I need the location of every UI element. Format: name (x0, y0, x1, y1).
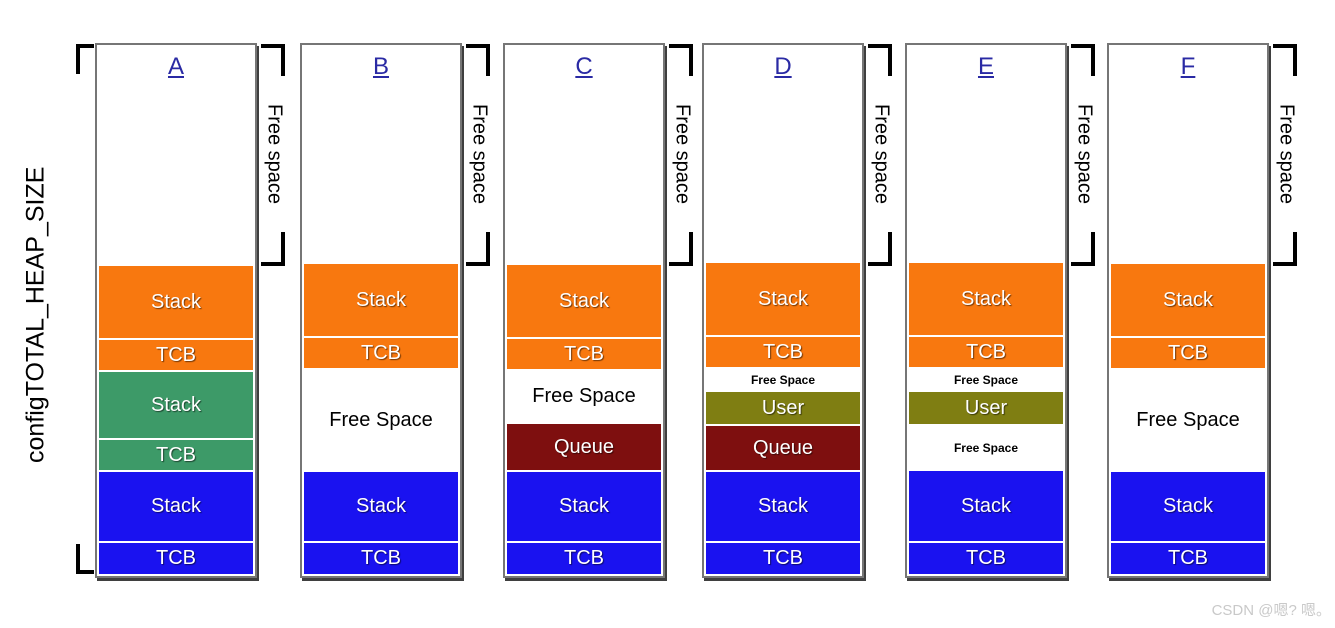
column-f-blocks: Stack TCB Free Space Stack TCB (1111, 85, 1265, 574)
free-space-block: Free Space (909, 369, 1063, 390)
block-tcb: TCB (909, 543, 1063, 574)
block-tcb: TCB (507, 339, 661, 369)
block-tcb: TCB (304, 543, 458, 574)
bracket-stub-top (261, 44, 285, 76)
block-stack: Stack (304, 472, 458, 541)
column-label-d: D (774, 53, 792, 80)
bracket-stub-top (1071, 44, 1095, 76)
block-tcb: TCB (1111, 338, 1265, 368)
block-stack: Stack (706, 263, 860, 335)
heap-column-d: D Stack TCB Free Space User Queue Stack … (702, 43, 864, 578)
bracket-stub-bottom (669, 232, 693, 266)
block-stack: Stack (99, 372, 253, 438)
free-space-block: Free Space (304, 370, 458, 470)
column-label-e: E (977, 53, 994, 80)
block-user: User (909, 392, 1063, 424)
free-space-bracket-e: Free space (1071, 44, 1096, 266)
column-e-blocks: Stack TCB Free Space User Free Space Sta… (909, 85, 1063, 574)
bracket-stub-top (669, 44, 693, 76)
free-space-label: Free space (671, 103, 694, 205)
bracket-stub-top (868, 44, 892, 76)
column-c-blocks: Stack TCB Free Space Queue Stack TCB (507, 85, 661, 574)
free-space-label: Free space (1275, 103, 1298, 205)
block-tcb: TCB (99, 440, 253, 470)
block-stack: Stack (909, 471, 1063, 541)
block-tcb: TCB (706, 543, 860, 574)
block-stack: Stack (304, 264, 458, 336)
block-queue: Queue (507, 424, 661, 470)
free-space-label: Free space (1073, 103, 1096, 205)
bracket-stub-top (1273, 44, 1297, 76)
bracket-stub-bottom (466, 232, 490, 266)
free-space-bracket-b: Free space (466, 44, 491, 266)
bracket-stub-bottom (1071, 232, 1095, 266)
block-tcb: TCB (304, 338, 458, 368)
heap-size-bracket (76, 44, 94, 574)
block-stack: Stack (507, 265, 661, 337)
column-label-c: C (575, 53, 593, 80)
bracket-stub-top (466, 44, 490, 76)
free-space-block: Free Space (1111, 370, 1265, 470)
heap-column-f: F Stack TCB Free Space Stack TCB (1107, 43, 1269, 578)
free-space-bracket-f: Free space (1273, 44, 1298, 266)
free-space-bracket-c: Free space (669, 44, 694, 266)
column-label-a: A (167, 53, 184, 80)
column-label-f: F (1180, 53, 1196, 80)
free-space-block: Free Space (909, 426, 1063, 469)
block-stack: Stack (706, 472, 860, 541)
block-tcb: TCB (507, 543, 661, 574)
block-queue: Queue (706, 426, 860, 470)
block-tcb: TCB (706, 337, 860, 367)
block-tcb: TCB (99, 340, 253, 370)
block-stack: Stack (99, 266, 253, 338)
column-b-blocks: Stack TCB Free Space Stack TCB (304, 85, 458, 574)
block-stack: Stack (507, 472, 661, 541)
block-tcb: TCB (1111, 543, 1265, 574)
free-space-label: Free space (263, 103, 286, 205)
free-space-label: Free space (468, 103, 491, 205)
bracket-stub-bottom (868, 232, 892, 266)
bracket-stub-bottom (76, 544, 94, 574)
heap-column-e: E Stack TCB Free Space User Free Space S… (905, 43, 1067, 578)
block-tcb: TCB (909, 337, 1063, 367)
heap-size-label: configTOTAL_HEAP_SIZE (21, 166, 50, 464)
bracket-stub-bottom (1273, 232, 1297, 266)
block-stack: Stack (1111, 472, 1265, 541)
free-space-bracket-d: Free space (868, 44, 893, 266)
free-space-bracket-a: Free space (261, 44, 286, 266)
bracket-stub-bottom (261, 232, 285, 266)
column-label-b: B (372, 53, 389, 80)
csdn-watermark: CSDN @嗯? 嗯。 (1211, 602, 1331, 619)
free-space-block: Free Space (507, 371, 661, 422)
block-stack: Stack (909, 263, 1063, 335)
heap-column-c: C Stack TCB Free Space Queue Stack TCB (503, 43, 665, 578)
heap-column-b: B Stack TCB Free Space Stack TCB (300, 43, 462, 578)
block-stack: Stack (1111, 264, 1265, 336)
free-space-label: Free space (870, 103, 893, 205)
column-a-blocks: Stack TCB Stack TCB Stack TCB (99, 85, 253, 574)
block-stack: Stack (99, 472, 253, 541)
heap-column-a: A Stack TCB Stack TCB Stack TCB (95, 43, 257, 578)
bracket-stub-top (76, 44, 94, 74)
block-user: User (706, 392, 860, 424)
free-space-block: Free Space (706, 369, 860, 390)
column-d-blocks: Stack TCB Free Space User Queue Stack TC… (706, 85, 860, 574)
block-tcb: TCB (99, 543, 253, 574)
